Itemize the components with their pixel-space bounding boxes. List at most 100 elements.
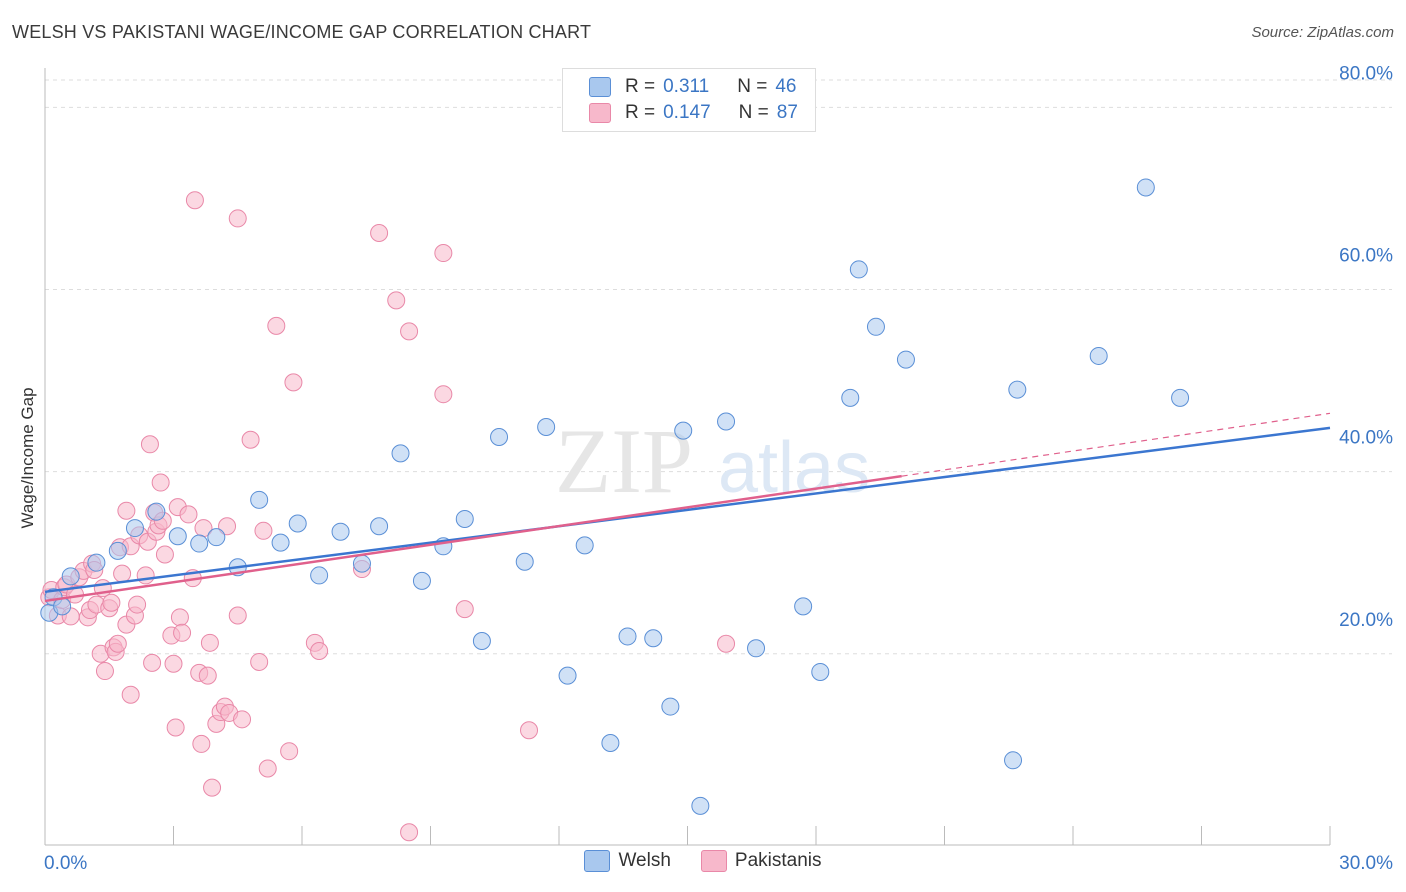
watermark: ZIP atlas <box>555 410 870 512</box>
welsh-point <box>288 514 307 533</box>
pakistani-point <box>166 718 185 737</box>
welsh-point <box>61 567 80 586</box>
welsh-point <box>849 260 868 279</box>
pakistani-n-value: 87 <box>776 102 798 123</box>
welsh-point <box>896 350 915 369</box>
welsh-point <box>271 533 290 552</box>
pakistani-swatch <box>589 103 611 123</box>
pakistani-point <box>400 322 419 341</box>
y-axis-label: Wage/Income Gap <box>18 387 37 528</box>
legend-row-pakistani: R = 0.147 N = 87 <box>589 100 798 126</box>
welsh-point <box>661 697 680 716</box>
welsh-point <box>455 509 474 528</box>
pakistani-point <box>140 435 159 454</box>
chart-source: Source: ZipAtlas.com <box>1251 24 1394 41</box>
pakistani-points <box>40 191 736 842</box>
welsh-point <box>1089 346 1108 365</box>
axes <box>44 68 1331 846</box>
pakistani-point <box>218 517 237 536</box>
welsh-swatch <box>584 850 611 872</box>
welsh-point <box>190 534 209 553</box>
pakistani-point <box>400 823 419 842</box>
welsh-r-value: 0.311 <box>663 76 710 97</box>
pakistani-point <box>173 623 192 642</box>
x-tick-label-max: 30.0% <box>1339 853 1393 874</box>
pakistani-trend-line <box>44 474 902 603</box>
pakistani-point <box>387 291 406 310</box>
pakistani-point <box>434 385 453 404</box>
legend-r-label: R = <box>625 76 656 97</box>
legend-row-welsh: R = 0.311 N = 46 <box>589 74 797 100</box>
pakistani-point <box>192 734 211 753</box>
pakistani-point <box>136 566 155 585</box>
welsh-point <box>644 629 663 648</box>
pakistani-point <box>241 430 260 449</box>
pakistani-point <box>143 653 162 672</box>
welsh-point <box>490 428 509 446</box>
welsh-point <box>125 519 144 538</box>
legend-r-label: R = <box>625 102 656 123</box>
legend-label-pakistanis: Pakistanis <box>734 850 822 871</box>
welsh-point <box>575 536 594 555</box>
pakistani-point <box>155 545 174 564</box>
welsh-point <box>352 554 371 573</box>
pakistani-point <box>179 505 198 524</box>
legend-label-welsh: Welsh <box>618 850 671 871</box>
welsh-point <box>866 317 885 336</box>
welsh-point <box>811 662 830 681</box>
welsh-point <box>601 734 620 752</box>
axis-labels: 20.0% 40.0% 60.0% 80.0% 0.0% 30.0% Wage/Income… <box>18 63 1393 874</box>
pakistani-point <box>128 595 147 614</box>
y-tick-label: 80.0% <box>1339 63 1393 84</box>
x-tick-label-min: 0.0% <box>44 853 87 874</box>
y-tick-label: 40.0% <box>1339 428 1393 449</box>
welsh-point <box>1008 380 1027 399</box>
legend-n-label: N = <box>737 76 768 97</box>
welsh-point <box>515 552 534 571</box>
pakistani-point <box>185 191 204 210</box>
trend-lines <box>44 412 1331 603</box>
pakistani-point <box>102 593 121 612</box>
welsh-point <box>717 412 736 431</box>
pakistani-point <box>170 608 189 627</box>
pakistani-point <box>267 316 286 335</box>
legend-item-pakistanis[interactable]: Pakistanis <box>700 850 822 872</box>
pakistani-point <box>254 521 273 540</box>
watermark-atlas: atlas <box>718 428 870 508</box>
welsh-point <box>168 527 187 546</box>
pakistani-point <box>200 633 219 652</box>
pakistani-point <box>520 721 539 740</box>
welsh-point <box>250 490 269 509</box>
legend-n-label: N = <box>738 102 769 123</box>
welsh-n-value: 46 <box>775 76 797 97</box>
pakistani-trend-extension <box>901 412 1331 477</box>
welsh-trend-line <box>44 426 1331 594</box>
welsh-point <box>472 632 491 650</box>
pakistani-point <box>121 685 140 704</box>
pakistani-point <box>258 759 277 778</box>
welsh-point <box>1136 178 1155 197</box>
welsh-point <box>310 566 329 585</box>
pakistani-point <box>455 600 474 619</box>
y-tick-label: 60.0% <box>1339 245 1393 266</box>
welsh-point <box>370 517 389 536</box>
welsh-point <box>1171 388 1190 407</box>
welsh-point <box>794 597 813 616</box>
pakistani-point <box>228 606 247 625</box>
legend-item-welsh[interactable]: Welsh <box>584 850 671 872</box>
pakistani-swatch <box>700 850 727 872</box>
welsh-point <box>841 388 860 407</box>
correlation-legend: R = 0.311 N = 46 R = 0.147 N = 87 <box>562 68 816 132</box>
pakistani-point <box>95 662 114 681</box>
welsh-point <box>87 553 106 572</box>
pakistani-point <box>164 654 183 673</box>
pakistani-point <box>198 666 217 685</box>
welsh-point <box>391 444 410 463</box>
welsh-points <box>40 178 1190 815</box>
pakistani-point <box>108 634 127 653</box>
welsh-point <box>207 528 226 547</box>
welsh-point <box>558 666 577 685</box>
welsh-point <box>331 522 350 541</box>
pakistani-point <box>228 209 247 228</box>
